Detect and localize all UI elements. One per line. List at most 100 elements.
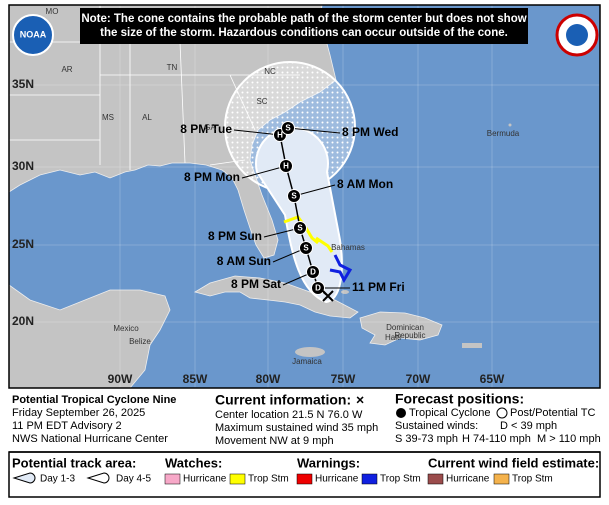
swatch — [427, 473, 444, 485]
agency: NWS National Hurricane Center — [12, 433, 168, 445]
track: D 11 PM Fri D 8 PM Sat S 8 AM Sun S 8 PM Sun S 8 … — [180, 121, 405, 295]
hispaniola — [359, 311, 443, 346]
forecast-key: Tropical Cyclone — [409, 407, 491, 419]
track-point — [306, 265, 320, 279]
place-label: Belize — [129, 337, 151, 346]
place-label: Bermuda — [487, 129, 520, 138]
leader-line — [233, 129, 281, 136]
track-letter: H — [283, 162, 289, 171]
track-letter: D — [310, 268, 316, 277]
advisory: 11 PM EDT Advisory 2 — [12, 420, 122, 432]
track-letter: S — [297, 224, 303, 233]
forecast-key: Sustained winds: — [395, 420, 478, 432]
track-letter: S — [285, 124, 291, 133]
leader-line — [241, 165, 287, 179]
place-label: NC — [264, 67, 276, 76]
nws-logo-inner — [566, 24, 588, 46]
legend-title: Warnings: — [297, 455, 360, 470]
track-label: 8 PM Wed — [342, 125, 398, 139]
track-point — [279, 159, 293, 173]
current-info: Center location 21.5 N 76.0 W — [215, 409, 363, 421]
lon-label: 85W — [183, 372, 208, 386]
note-box — [80, 8, 528, 44]
track-label: 8 PM Mon — [184, 170, 240, 184]
track-point — [287, 189, 301, 203]
swatch — [493, 473, 510, 485]
current-symbol: × — [356, 392, 364, 408]
place-label: TN — [167, 63, 178, 72]
place-label: GA — [204, 123, 216, 132]
lat-label: 30N — [12, 159, 34, 173]
lon-label: 75W — [331, 372, 356, 386]
legend-title: Watches: — [165, 455, 222, 470]
place-label: AR — [61, 65, 72, 74]
track-letter: D — [315, 284, 321, 293]
lat-label: 20N — [12, 314, 34, 328]
place-label: MS — [102, 113, 114, 122]
leader-line — [293, 184, 336, 197]
swatch — [229, 473, 246, 485]
forecast-key: S 39-73 mph — [395, 433, 458, 445]
forecast-key: Post/Potential TC — [510, 407, 595, 419]
puerto-rico — [462, 343, 482, 348]
lon-label: 90W — [108, 372, 133, 386]
track-letter: H — [277, 131, 283, 140]
track-letter: S — [303, 244, 309, 253]
legend-title: Current wind field estimate: — [428, 455, 599, 470]
legend-frame — [8, 451, 601, 498]
forecast-key: M > 110 mph — [537, 433, 601, 445]
track-point — [311, 281, 325, 295]
legend-day45 — [86, 472, 110, 484]
track-label: 8 PM Sun — [208, 229, 262, 243]
place-label: Jamaica — [292, 357, 322, 366]
legend-item: Trop Stm — [248, 474, 289, 485]
place-label: Mexico — [113, 324, 139, 333]
storm-name: Potential Tropical Cyclone Nine — [12, 394, 176, 406]
leader-line — [287, 127, 341, 134]
track-label: 8 AM Sun — [217, 254, 271, 268]
tropical-storm-warning — [329, 254, 353, 284]
legend-item: Trop Stm — [512, 474, 553, 485]
jamaica — [295, 347, 325, 357]
place-label: MO — [46, 7, 59, 16]
legend-item: Trop Stm — [380, 474, 421, 485]
legend-item: Hurricane — [315, 474, 359, 485]
legend-item: Hurricane — [183, 474, 227, 485]
forecast-key: D < 39 mph — [500, 420, 557, 432]
place-labels: MOKYVAARTNNCSCMSALGABermudaBahamasMexico… — [46, 7, 520, 366]
bermuda — [508, 123, 512, 127]
note: the size of the storm. Hazardous conditi… — [100, 27, 508, 39]
place-label: AL — [142, 113, 152, 122]
map-frame — [8, 4, 601, 389]
track-label: 8 PM Tue — [180, 122, 232, 136]
swatch — [164, 473, 181, 485]
noaa-logo — [12, 14, 54, 56]
track-letter: S — [291, 192, 297, 201]
place-label: SC — [256, 97, 267, 106]
tc-symbol — [396, 408, 406, 418]
place-label: Dominican — [386, 323, 424, 332]
place-label: Bahamas — [331, 243, 365, 252]
track-point — [293, 221, 307, 235]
lon-label: 70W — [406, 372, 431, 386]
track-label: 8 PM Sat — [231, 277, 281, 291]
legend-title: Potential track area: — [12, 455, 136, 470]
swatch — [296, 473, 313, 485]
lon-label: 65W — [480, 372, 505, 386]
cuba — [193, 275, 359, 319]
track-point — [281, 121, 295, 135]
track-label: 8 AM Mon — [337, 177, 393, 191]
mexico-land — [9, 284, 171, 388]
current-info: Movement NW at 9 mph — [215, 435, 334, 447]
map: D 11 PM Fri D 8 PM Sat S 8 AM Sun S 8 PM Sun S 8 … — [9, 5, 600, 388]
ptc-symbol — [496, 407, 508, 419]
forecast-title: Forecast positions: — [395, 391, 524, 407]
track-label: 11 PM Fri — [352, 280, 405, 294]
lon-label: 80W — [256, 372, 281, 386]
note: Note: The cone contains the probable pat… — [81, 13, 526, 25]
current-info: Maximum sustained wind 35 mph — [215, 422, 378, 434]
current-title: Current information: — [215, 392, 351, 408]
legend-day13 — [12, 472, 36, 484]
storm-date: Friday September 26, 2025 — [12, 407, 145, 419]
